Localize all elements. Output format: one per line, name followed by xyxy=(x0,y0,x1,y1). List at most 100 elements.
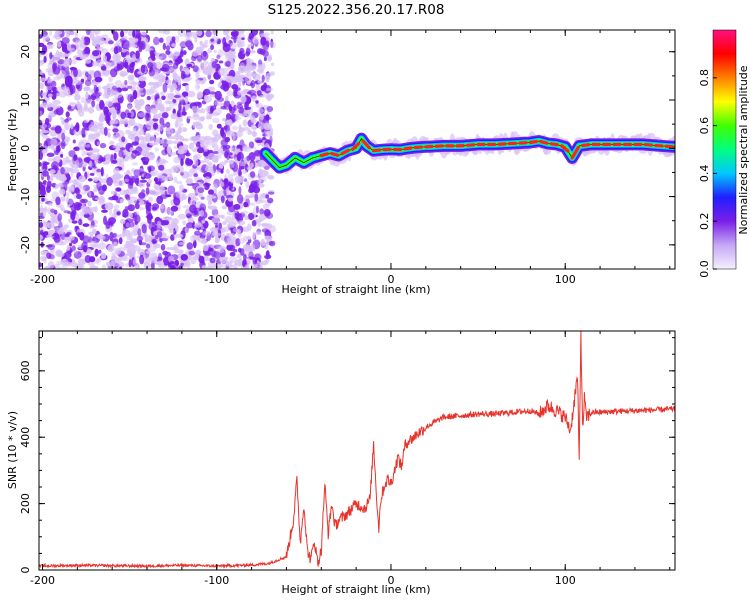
noise-point xyxy=(39,34,43,39)
noise-point xyxy=(96,124,104,130)
noise-point xyxy=(166,35,173,42)
noise-point xyxy=(64,30,71,36)
noise-point xyxy=(220,84,227,90)
noise-point xyxy=(48,202,53,207)
noise-point xyxy=(267,191,275,195)
noise-point xyxy=(180,262,184,267)
noise-point xyxy=(236,90,244,96)
noise-point xyxy=(90,206,97,212)
noise-point xyxy=(43,56,47,63)
snr-y-tick-label: 200 xyxy=(19,493,32,514)
noise-point xyxy=(222,37,227,46)
noise-point xyxy=(43,221,51,225)
noise-point xyxy=(60,241,67,246)
noise-point xyxy=(190,136,198,141)
noise-point xyxy=(212,183,218,191)
noise-point xyxy=(168,229,175,234)
noise-point xyxy=(154,184,164,192)
noise-point xyxy=(220,169,224,174)
noise-point xyxy=(196,55,203,62)
noise-point xyxy=(160,244,166,251)
noise-point xyxy=(191,50,199,57)
noise-point xyxy=(265,250,270,258)
noise-point xyxy=(56,86,65,93)
noise-point xyxy=(147,216,152,225)
noise-point xyxy=(78,218,83,226)
noise-point xyxy=(61,37,70,44)
noise-point xyxy=(177,58,184,64)
noise-point xyxy=(210,38,215,42)
noise-point xyxy=(85,30,91,36)
noise-point xyxy=(148,196,153,203)
noise-point xyxy=(67,204,71,208)
noise-point xyxy=(229,42,237,50)
noise-point xyxy=(232,125,238,131)
spectrogram-x-tick-label: 0 xyxy=(387,273,394,286)
noise-point xyxy=(61,173,66,180)
noise-point xyxy=(238,257,243,266)
noise-point xyxy=(132,30,136,38)
noise-point xyxy=(202,60,209,65)
noise-point xyxy=(221,131,226,139)
noise-point xyxy=(174,259,180,267)
noise-point xyxy=(65,122,70,130)
noise-point xyxy=(201,64,209,71)
noise-point xyxy=(162,256,170,266)
noise-point xyxy=(120,30,125,38)
noise-point xyxy=(74,94,81,101)
noise-point xyxy=(109,140,115,146)
noise-point xyxy=(217,102,224,107)
noise-point xyxy=(105,100,114,107)
noise-point xyxy=(177,30,186,37)
noise-point xyxy=(49,175,54,182)
noise-point xyxy=(252,130,257,138)
noise-point xyxy=(245,106,252,110)
spectrogram-x-tick-label: -200 xyxy=(30,273,55,286)
snr-y-tick-label: 400 xyxy=(19,427,32,448)
noise-point xyxy=(231,84,239,90)
noise-point xyxy=(224,95,229,102)
noise-point xyxy=(82,161,88,167)
noise-point xyxy=(229,182,234,190)
noise-point xyxy=(145,187,150,195)
noise-point xyxy=(101,264,106,269)
noise-point xyxy=(257,122,265,130)
noise-point xyxy=(137,76,147,82)
noise-point xyxy=(202,244,209,252)
snr-frame xyxy=(38,330,676,571)
noise-point xyxy=(82,245,88,253)
noise-point xyxy=(88,109,95,113)
noise-point xyxy=(247,35,253,43)
noise-point xyxy=(230,36,239,40)
noise-point xyxy=(132,90,138,100)
noise-point xyxy=(160,204,164,210)
noise-point xyxy=(108,217,116,225)
noise-point xyxy=(125,222,130,228)
noise-point xyxy=(220,139,228,147)
noise-point xyxy=(165,92,173,100)
noise-point xyxy=(201,265,207,269)
noise-point xyxy=(226,60,231,67)
noise-point xyxy=(257,103,263,110)
noise-point xyxy=(176,110,181,118)
noise-point xyxy=(74,187,80,194)
noise-point xyxy=(73,201,81,211)
noise-point xyxy=(143,173,152,179)
noise-point xyxy=(124,253,130,257)
snr-x-tick-label: 100 xyxy=(555,574,576,587)
noise-point xyxy=(225,168,230,174)
noise-point xyxy=(84,99,94,104)
noise-point xyxy=(203,151,208,157)
noise-point xyxy=(264,242,269,250)
noise-point xyxy=(92,228,97,235)
noise-point xyxy=(94,158,99,165)
noise-point xyxy=(192,65,199,73)
noise-point xyxy=(237,175,245,182)
noise-point xyxy=(53,234,61,243)
signal-core-segment xyxy=(643,142,654,147)
noise-point xyxy=(96,168,102,173)
noise-point xyxy=(255,139,263,143)
noise-point xyxy=(58,204,65,208)
noise-point xyxy=(39,123,48,129)
